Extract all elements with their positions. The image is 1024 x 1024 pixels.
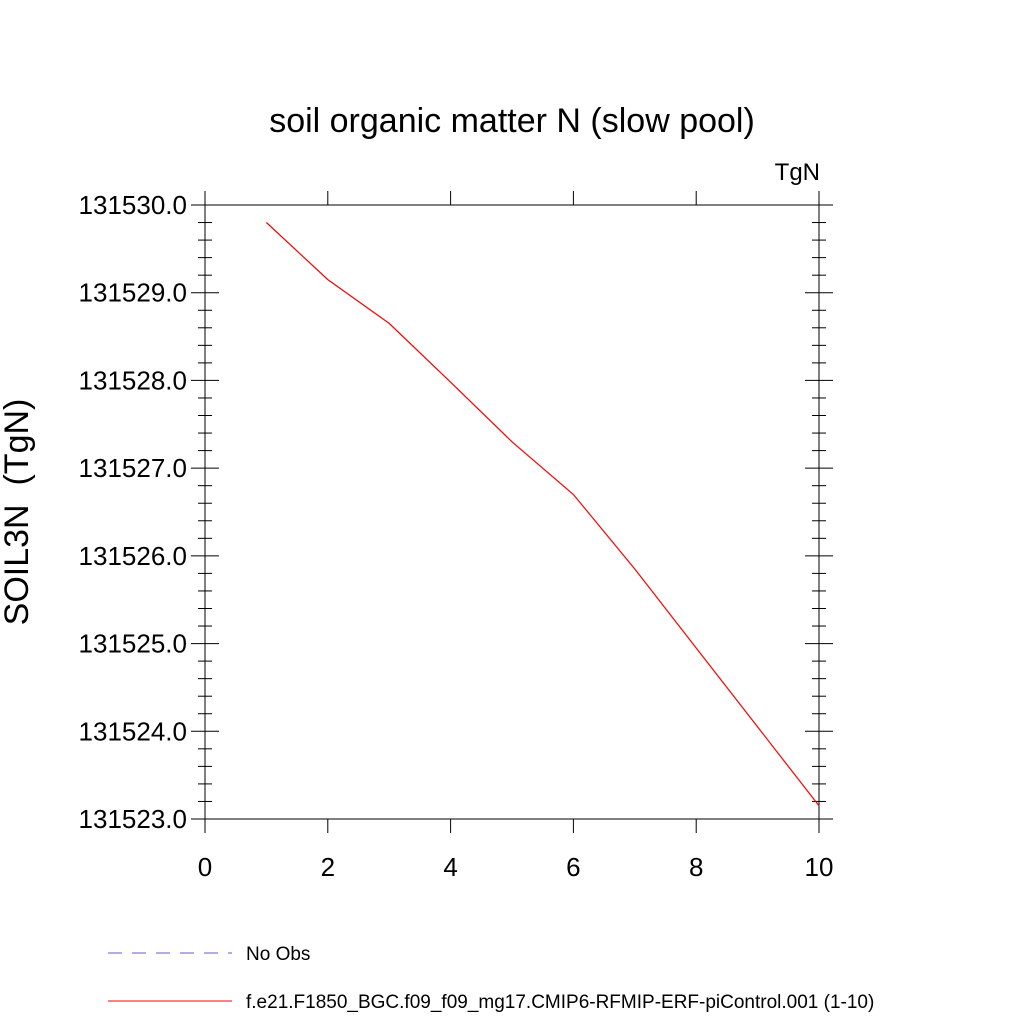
y-tick-label: 131528.0 [79,365,187,395]
series-line-1 [265,222,820,807]
y-tick-label: 131526.0 [79,541,187,571]
x-tick-label: 6 [566,852,580,882]
x-tick-label: 0 [198,852,212,882]
legend-label-0: No Obs [246,944,310,965]
y-tick-label: 131530.0 [79,190,187,220]
y-tick-label: 131525.0 [79,629,187,659]
y-tick-label: 131524.0 [79,716,187,746]
y-axis-label: SOIL3N (TgN) [0,399,36,626]
units-label: TgN [775,159,820,186]
plot-area: 0 2 4 6 8 10 131523.0 131524.0 131525.0 131526.0 1… [79,190,834,882]
y-tick-label: 131523.0 [79,804,187,834]
legend-label-1: f.e21.F1850_BGC.f09_f09_mg17.CMIP6-RFMIP… [246,992,874,1013]
y-tick-label: 131527.0 [79,453,187,483]
plot-frame [204,204,820,820]
series-layer [265,222,820,807]
x-tick-label: 2 [321,852,335,882]
y-tick-label: 131529.0 [79,278,187,308]
legend: No Obs f.e21.F1850_BGC.f09_f09_mg17.CMIP6… [108,944,874,1013]
chart-title: soil organic matter N (slow pool) [269,102,755,140]
x-tick-label: 4 [443,852,457,882]
x-tick-label: 8 [689,852,703,882]
x-tick-label: 10 [805,852,834,882]
